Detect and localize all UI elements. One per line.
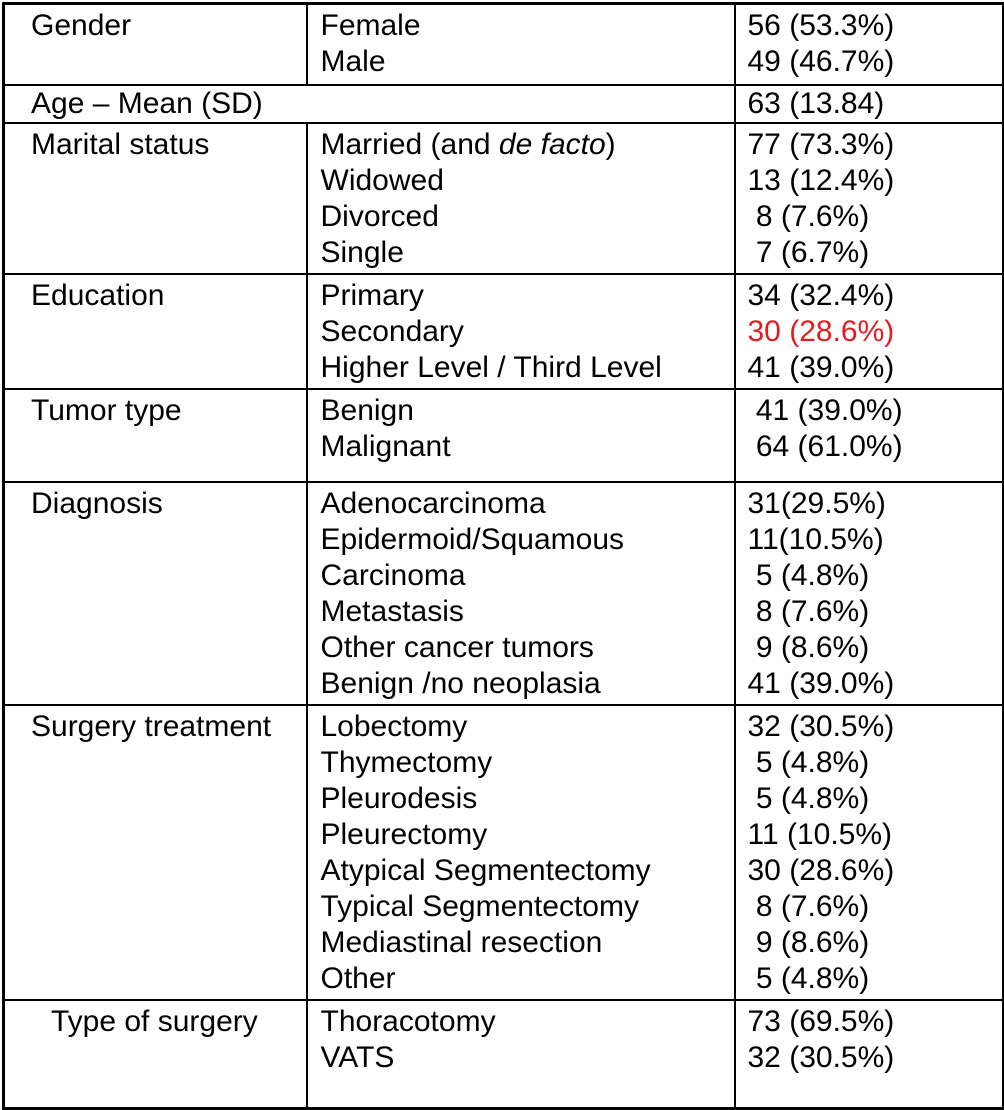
value-text: 77 (73.3%): [747, 128, 895, 161]
subcategory-label: Divorced: [320, 200, 439, 233]
subcategory-label: Female: [320, 9, 421, 42]
subcategory-label: Metastasis: [320, 595, 464, 628]
value-text-highlighted-red: 30 (28.6%): [747, 315, 895, 348]
value-cell: 34 (32.4%) 30 (28.6%) 41 (39.0%): [733, 273, 1004, 390]
value-text: 63 (13.84): [747, 87, 885, 120]
value-text: 9 (8.6%): [747, 926, 870, 959]
category-label: Age – Mean (SD): [31, 87, 263, 120]
subcategory-cell: Benign Malignant: [305, 388, 736, 483]
value-text: 34 (32.4%): [747, 279, 895, 312]
subcategory-label: Thoracotomy: [320, 1005, 496, 1038]
value-text: 11(10.5%): [747, 523, 884, 556]
value-text: 9 (8.6%): [747, 631, 870, 664]
value-text: 11 (10.5%): [747, 818, 893, 851]
table-row-age: Age – Mean (SD) 63 (13.84): [2, 84, 1004, 124]
category-cell: Gender: [2, 2, 308, 86]
subcategory-label: Benign /no neoplasia: [320, 667, 601, 700]
subcategory-cell: Married (and de facto) Widowed Divorced …: [305, 122, 736, 275]
category-cell: Marital status: [2, 122, 308, 275]
value-cell: 41 (39.0%) 64 (61.0%): [733, 388, 1004, 483]
value-cell: 56 (53.3%) 49 (46.7%): [733, 2, 1004, 86]
subcategory-label: Malignant: [320, 430, 451, 463]
subcategory-label: Pleurodesis: [320, 782, 478, 815]
subcategory-label: Lobectomy: [320, 710, 468, 743]
table-row-surgery-treatment: Surgery treatment Lobectomy Thymectomy P…: [2, 704, 1004, 1001]
category-label: Type of surgery: [51, 1005, 258, 1038]
category-cell: Diagnosis: [2, 481, 308, 706]
category-cell: Surgery treatment: [2, 704, 308, 1001]
value-text: 8 (7.6%): [747, 200, 870, 233]
subcategory-label: Married (and de facto): [320, 128, 616, 161]
subcategory-label: Adenocarcinoma: [320, 487, 546, 520]
value-text: 73 (69.5%): [747, 1005, 895, 1038]
value-text: 7 (6.7%): [747, 236, 870, 269]
value-text: 8 (7.6%): [747, 595, 870, 628]
value-cell: 32 (30.5%) 5 (4.8%) 5 (4.8%) 11 (10.5%) …: [733, 704, 1004, 1001]
subcategory-cell: Adenocarcinoma Epidermoid/Squamous Carci…: [305, 481, 736, 706]
value-cell: 73 (69.5%) 32 (30.5%): [733, 999, 1004, 1110]
value-text: 5 (4.8%): [747, 962, 870, 995]
italic-text: de facto: [498, 128, 606, 161]
category-label: Gender: [31, 9, 132, 42]
subcategory-cell: Lobectomy Thymectomy Pleurodesis Pleurec…: [305, 704, 736, 1001]
subcategory-label: Widowed: [320, 164, 444, 197]
subcategory-label: Atypical Segmentectomy: [320, 854, 651, 887]
value-text: 30 (28.6%): [747, 854, 895, 887]
value-text: 32 (30.5%): [747, 710, 895, 743]
subcategory-label: Higher Level / Third Level: [320, 351, 662, 384]
value-text: 41 (39.0%): [747, 667, 895, 700]
value-cell: 63 (13.84): [733, 84, 1004, 124]
category-label: Education: [31, 279, 165, 312]
category-label: Surgery treatment: [31, 710, 272, 743]
subcategory-label: Thymectomy: [320, 746, 493, 779]
subcategory-label: Epidermoid/Squamous: [320, 523, 625, 556]
value-text: 49 (46.7%): [747, 45, 895, 78]
subcategory-label: Typical Segmentectomy: [320, 890, 639, 923]
value-text: 41 (39.0%): [747, 394, 903, 427]
subcategory-label: Pleurectomy: [320, 818, 488, 851]
value-text: 5 (4.8%): [747, 782, 870, 815]
category-cell-merged: Age – Mean (SD): [2, 84, 736, 124]
value-text: 8 (7.6%): [747, 890, 870, 923]
subcategory-label: Benign: [320, 394, 414, 427]
subcategory-label: Carcinoma: [320, 559, 466, 592]
subcategory-label: Single: [320, 236, 404, 269]
value-text: 5 (4.8%): [747, 559, 870, 592]
category-label: Diagnosis: [31, 487, 163, 520]
subcategory-label: Other cancer tumors: [320, 631, 594, 664]
table-row-education: Education Primary Secondary Higher Level…: [2, 273, 1004, 390]
subcategory-cell: Female Male: [305, 2, 736, 86]
category-cell: Type of surgery: [2, 999, 308, 1110]
value-text: 31(29.5%): [747, 487, 886, 520]
subcategory-label: Other: [320, 962, 396, 995]
category-label: Marital status: [31, 128, 210, 161]
subcategory-cell: Primary Secondary Higher Level / Third L…: [305, 273, 736, 390]
table-row-type-of-surgery: Type of surgery Thoracotomy VATS 73 (69.…: [2, 999, 1004, 1110]
subcategory-label: VATS: [320, 1041, 395, 1074]
value-text: 13 (12.4%): [747, 164, 895, 197]
category-label: Tumor type: [31, 394, 182, 427]
subcategory-label: Primary: [320, 279, 424, 312]
subcategory-label: Secondary: [320, 315, 464, 348]
value-text: 64 (61.0%): [747, 430, 903, 463]
category-cell: Education: [2, 273, 308, 390]
value-text: 32 (30.5%): [747, 1041, 895, 1074]
subcategory-cell: Thoracotomy VATS: [305, 999, 736, 1110]
value-text: 41 (39.0%): [747, 351, 895, 384]
table-row-diagnosis: Diagnosis Adenocarcinoma Epidermoid/Squa…: [2, 481, 1004, 706]
category-cell: Tumor type: [2, 388, 308, 483]
value-text: 56 (53.3%): [747, 9, 895, 42]
subcategory-label: Male: [320, 45, 386, 78]
value-cell: 31(29.5%) 11(10.5%) 5 (4.8%) 8 (7.6%) 9 …: [733, 481, 1004, 706]
value-text: 5 (4.8%): [747, 746, 870, 779]
table-row-marital-status: Marital status Married (and de facto) Wi…: [2, 122, 1004, 275]
table-row-tumor-type: Tumor type Benign Malignant 41 (39.0%) 6…: [2, 388, 1004, 483]
value-cell: 77 (73.3%) 13 (12.4%) 8 (7.6%) 7 (6.7%): [733, 122, 1004, 275]
table-row-gender: Gender Female Male 56 (53.3%) 49 (46.7%): [2, 2, 1004, 86]
subcategory-label: Mediastinal resection: [320, 926, 603, 959]
